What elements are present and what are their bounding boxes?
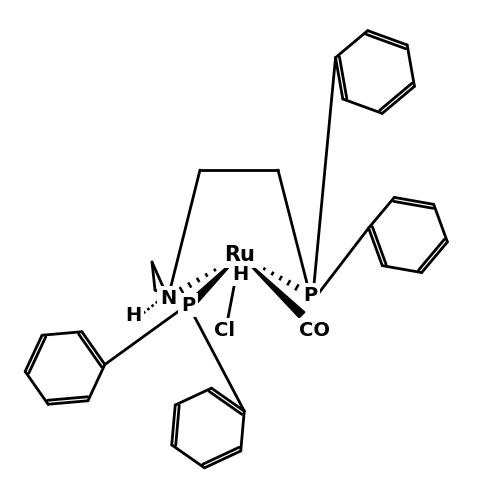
- Text: P: P: [303, 285, 317, 304]
- Text: P: P: [181, 295, 195, 315]
- Text: H: H: [125, 305, 141, 325]
- Text: H: H: [232, 264, 248, 283]
- Text: N: N: [160, 288, 176, 307]
- Text: CO: CO: [299, 321, 331, 340]
- Text: Ru: Ru: [225, 245, 255, 265]
- Polygon shape: [190, 255, 240, 305]
- Polygon shape: [240, 255, 305, 318]
- Text: Cl: Cl: [215, 321, 236, 340]
